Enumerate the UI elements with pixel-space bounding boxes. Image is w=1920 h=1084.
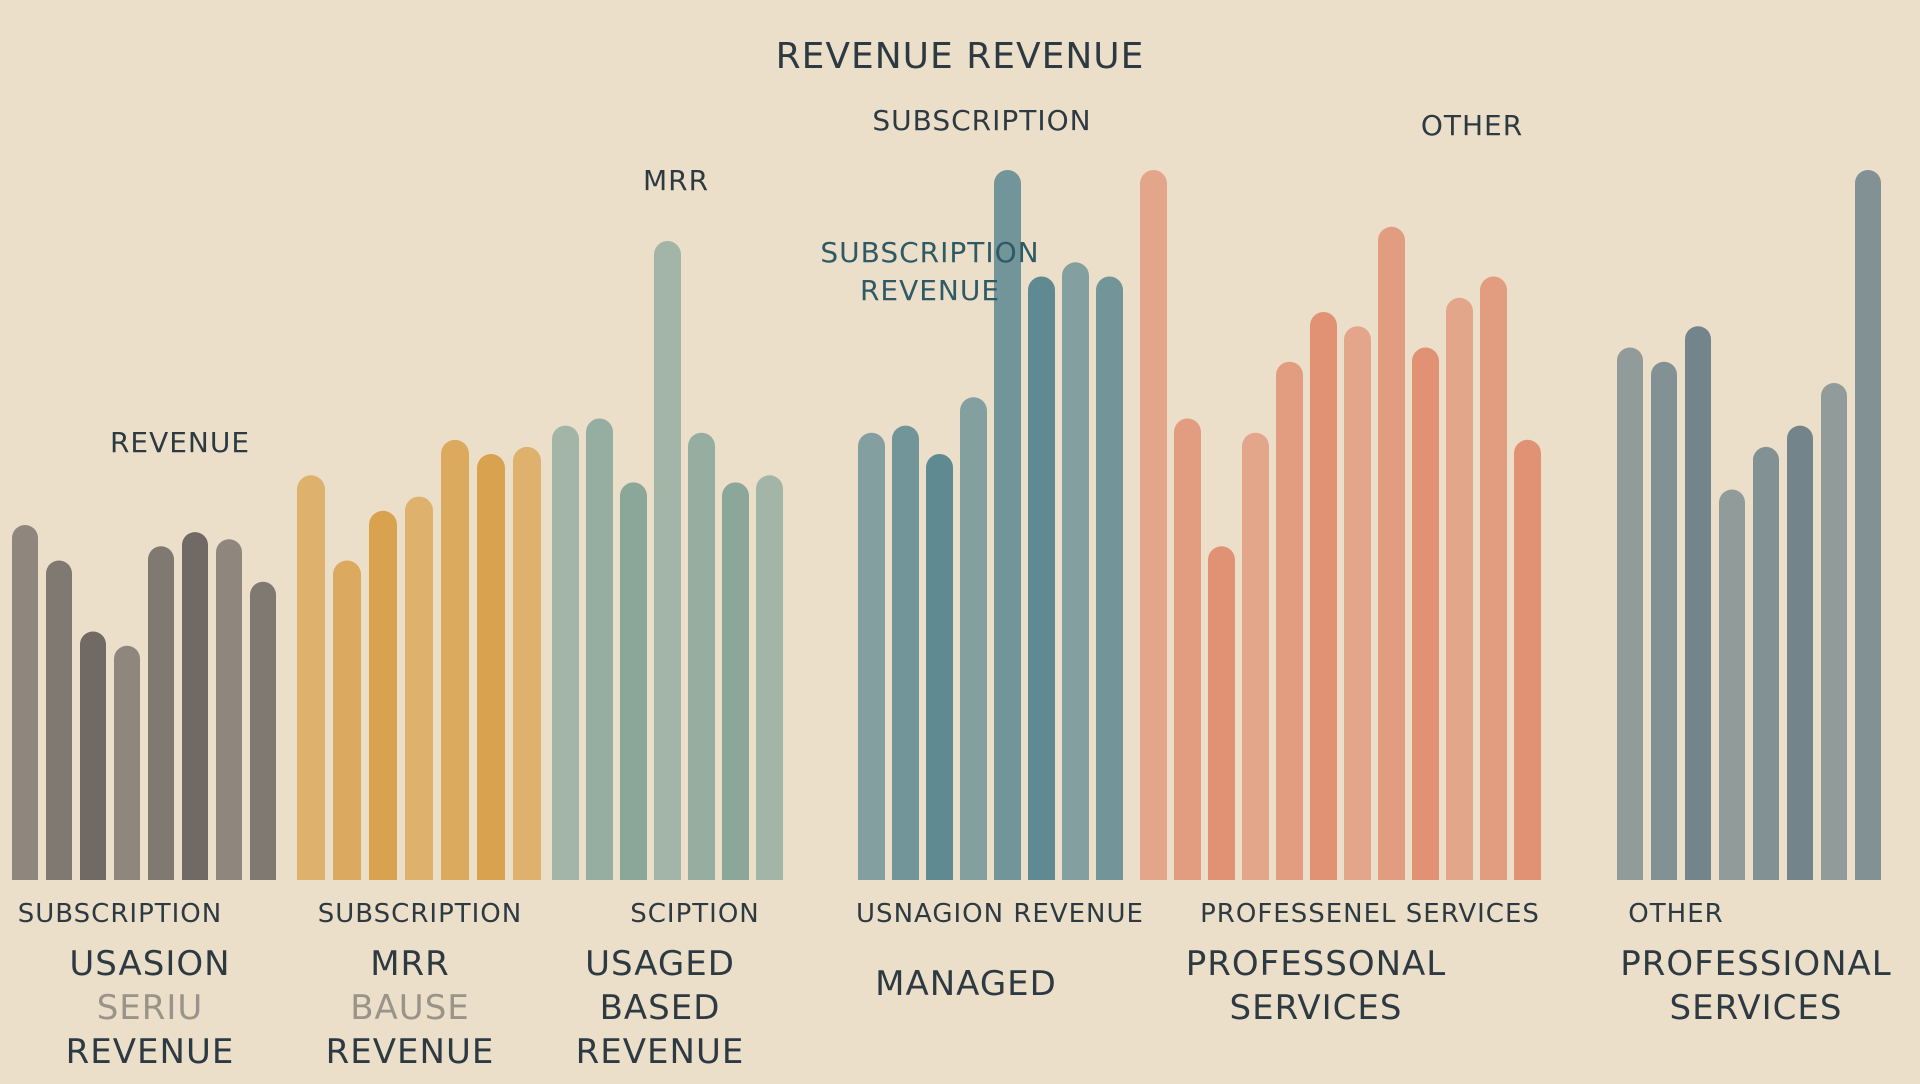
bar	[250, 581, 276, 880]
group-category-label: SERIU	[97, 988, 204, 1028]
bar	[1787, 425, 1813, 880]
bar	[405, 496, 434, 880]
group-category-label: USAGED	[585, 944, 735, 984]
bar	[80, 631, 106, 880]
bar	[1096, 276, 1123, 880]
bar	[216, 539, 242, 880]
bar	[858, 432, 885, 880]
bar	[1617, 347, 1643, 880]
bar	[654, 241, 681, 880]
group-category-label: BAUSE	[350, 988, 470, 1028]
bar	[1821, 383, 1847, 880]
group-category-label: PROFESSIONAL	[1620, 944, 1892, 984]
bar	[513, 446, 541, 880]
group-category-label: MRR	[370, 944, 450, 984]
bar	[46, 560, 72, 880]
group-axis-label: OTHER	[1628, 899, 1723, 929]
bar	[297, 475, 325, 880]
group-axis-label: USNAGION REVENUE	[856, 899, 1144, 929]
bar	[1855, 170, 1881, 880]
bar	[441, 439, 469, 880]
group-axis-label: SUBSCRIPTION	[18, 899, 222, 929]
bar	[722, 482, 749, 880]
bar	[1378, 226, 1405, 880]
bar	[1140, 170, 1167, 880]
bar	[1514, 439, 1541, 880]
bar	[688, 432, 715, 880]
group-category-label: REVENUE	[66, 1032, 235, 1072]
bar	[1310, 312, 1337, 880]
bar	[1480, 276, 1507, 880]
group-category-label: BASED	[600, 988, 721, 1028]
bar	[892, 425, 919, 880]
group-category-label: SERVICES	[1670, 988, 1843, 1028]
bar-annotation: MRR	[643, 164, 709, 197]
bar	[1651, 361, 1677, 880]
bar	[1685, 326, 1711, 880]
chart-title: REVENUE REVENUE	[776, 36, 1145, 77]
bar	[333, 560, 361, 880]
bar	[1028, 276, 1055, 880]
bar	[586, 418, 613, 880]
group-category-label: MANAGED	[875, 964, 1057, 1004]
bar	[1062, 262, 1089, 880]
bar	[1719, 489, 1745, 880]
group-category-label: SERVICES	[1230, 988, 1403, 1028]
bar-annotation: SUBSCRIPTION	[872, 104, 1091, 137]
bar	[1174, 418, 1201, 880]
group-category-label: PROFESSONAL	[1186, 944, 1447, 984]
bar	[12, 525, 38, 880]
bar	[926, 454, 953, 880]
bar	[1208, 546, 1235, 880]
bar	[114, 645, 140, 880]
bar	[1242, 432, 1269, 880]
group-category-label: USASION	[69, 944, 230, 984]
bar	[1753, 446, 1779, 880]
bar	[369, 510, 397, 880]
bar-annotation: REVENUE	[860, 274, 1000, 307]
bar	[477, 454, 505, 880]
group-axis-label: SUBSCRIPTION	[318, 899, 522, 929]
bar	[620, 482, 647, 880]
group-category-label: REVENUE	[576, 1032, 745, 1072]
bar	[1412, 347, 1439, 880]
bar	[1344, 326, 1371, 880]
bar	[182, 532, 208, 880]
group-category-label: REVENUE	[326, 1032, 495, 1072]
bar	[756, 475, 783, 880]
bar	[960, 397, 987, 880]
bar-annotation: REVENUE	[110, 426, 250, 459]
bar	[994, 170, 1021, 880]
group-axis-label: PROFESSENEL SERVICES	[1200, 899, 1540, 929]
bar	[552, 425, 579, 880]
bar	[1446, 297, 1473, 880]
bar	[1276, 361, 1303, 880]
bar-annotation: OTHER	[1421, 109, 1523, 142]
bar-annotation: SUBSCRIPTION	[820, 236, 1039, 269]
group-axis-label: SCIPTION	[630, 899, 759, 929]
bar	[148, 546, 174, 880]
